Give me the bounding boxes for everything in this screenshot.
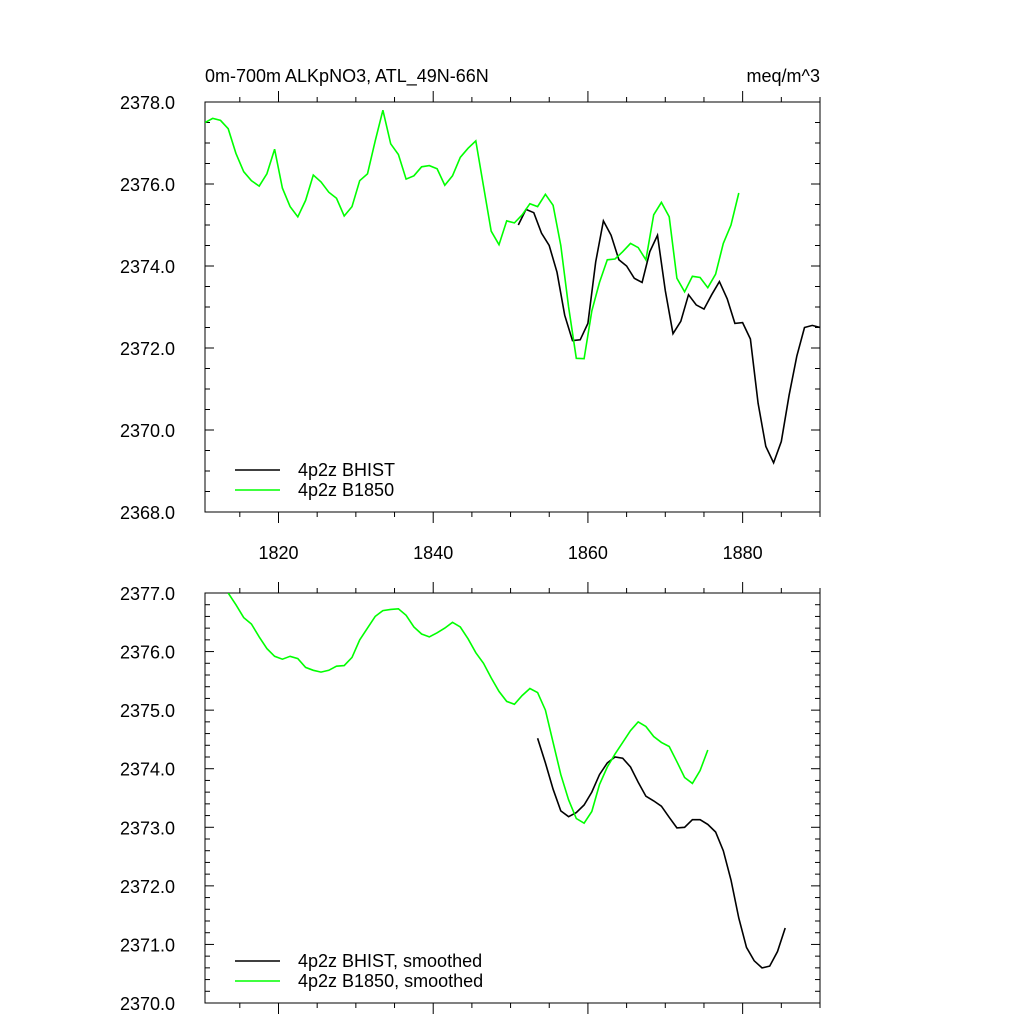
- y-tick-label: 2374.0: [120, 760, 175, 780]
- y-tick-label: 2371.0: [120, 935, 175, 955]
- plot-frame: [204, 101, 821, 513]
- x-tick-label: 1820: [258, 543, 298, 563]
- bottom-panel: 2370.0 2371.0 2372.0 2373.0 2374.0 2375.0 2376…: [120, 582, 821, 1014]
- chart-title: 0m-700m ALKpNO3, ATL_49N-66N: [205, 66, 489, 87]
- series-line-1: [227, 593, 709, 825]
- y-tick-label: 2372.0: [120, 339, 175, 359]
- legend-label-0: 4p2z BHIST, smoothed: [298, 951, 482, 971]
- y-tick-label: 2378.0: [120, 93, 175, 113]
- y-tick-label: 2376.0: [120, 643, 175, 663]
- y-tick-label: 2375.0: [120, 701, 175, 721]
- x-tick-label: 1840: [413, 543, 453, 563]
- x-tick-label: 1860: [568, 543, 608, 563]
- y-tick-label: 2368.0: [120, 503, 175, 523]
- top-panel: 2368.0 2370.0 2372.0 2374.0 2376.0 2378.0 1820…: [120, 91, 821, 563]
- units-label: meq/m^3: [747, 66, 820, 86]
- y-tick-label: 2376.0: [120, 175, 175, 195]
- plot-frame: [204, 592, 821, 1004]
- y-tick-label: 2373.0: [120, 818, 175, 838]
- y-tick-label: 2370.0: [120, 421, 175, 441]
- series-line-1: [205, 110, 740, 360]
- legend-label-1: 4p2z B1850, smoothed: [298, 971, 483, 991]
- series-line-0: [536, 738, 786, 969]
- y-tick-label: 2372.0: [120, 877, 175, 897]
- legend-label-0: 4p2z BHIST: [298, 460, 395, 480]
- y-tick-label: 2370.0: [120, 994, 175, 1014]
- y-tick-label: 2377.0: [120, 584, 175, 604]
- series-line-0: [517, 208, 820, 465]
- y-tick-label: 2374.0: [120, 257, 175, 277]
- legend-label-1: 4p2z B1850: [298, 480, 394, 500]
- x-tick-label: 1880: [723, 543, 763, 563]
